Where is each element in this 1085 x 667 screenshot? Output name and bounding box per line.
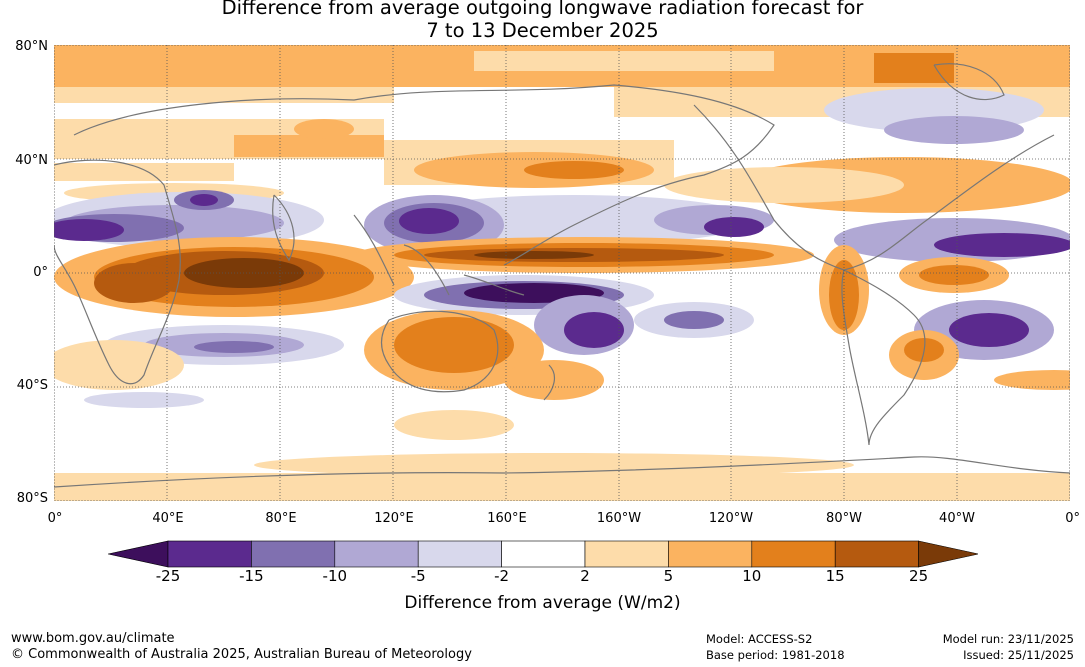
colorbar-segment bbox=[167, 540, 252, 568]
footer-model-run: Model run: 23/11/2025 bbox=[942, 632, 1074, 646]
colorbar-tick-label: 10 bbox=[742, 567, 762, 585]
lon-label-160e: 160°E bbox=[487, 511, 527, 526]
colorbar-extend-low bbox=[107, 540, 169, 568]
colorbar-tick-label: -10 bbox=[322, 567, 348, 585]
lon-label-120e: 120°E bbox=[374, 511, 414, 526]
colorbar-extend-high bbox=[918, 540, 979, 568]
footer-model: Model: ACCESS-S2 bbox=[706, 632, 813, 646]
map-title: Difference from average outgoing longwav… bbox=[0, 0, 1085, 42]
coast-africa bbox=[54, 159, 181, 385]
colorbar-segment bbox=[334, 540, 419, 568]
footer-website: www.bom.gov.au/climate bbox=[11, 631, 175, 646]
anomaly-north-tropics bbox=[54, 190, 1070, 262]
lon-label-160w: 160°W bbox=[596, 511, 642, 526]
lon-label-40w: 40°W bbox=[939, 511, 975, 526]
coast-greenland bbox=[933, 63, 1005, 101]
title-line-2: 7 to 13 December 2025 bbox=[426, 19, 659, 42]
lat-label-40n: 40°N bbox=[15, 153, 48, 168]
colorbar-tick-label: 5 bbox=[663, 567, 674, 585]
colorbar-tick-label: -15 bbox=[239, 567, 264, 585]
lon-label-80w: 80°W bbox=[826, 511, 862, 526]
anomaly-equatorial-positive bbox=[54, 237, 1009, 335]
colorbar-tick-label: 25 bbox=[909, 567, 929, 585]
coast-india bbox=[272, 194, 295, 262]
olr-anomaly-map bbox=[54, 45, 1070, 501]
coast-se-asia bbox=[353, 214, 525, 296]
title-line-1: Difference from average outgoing longwav… bbox=[221, 0, 864, 19]
colorbar-tick-label: -2 bbox=[494, 567, 510, 585]
lat-label-80n: 80°N bbox=[15, 39, 48, 54]
gridlines bbox=[54, 45, 1070, 501]
footer-base-period: Base period: 1981-2018 bbox=[706, 648, 845, 662]
lat-label-0: 0° bbox=[33, 265, 48, 280]
colorbar-segment bbox=[584, 540, 669, 568]
anomaly-arctic bbox=[54, 45, 1070, 144]
lon-label-120w: 120°W bbox=[708, 511, 754, 526]
coastlines bbox=[54, 63, 1070, 488]
colorbar-segment bbox=[668, 540, 753, 568]
coast-eurasia bbox=[73, 84, 775, 266]
map-canvas bbox=[54, 45, 1070, 501]
footer-copyright: © Commonwealth of Australia 2025, Austra… bbox=[11, 647, 472, 662]
anomaly-south bbox=[54, 340, 1070, 501]
lon-label-40e: 40°E bbox=[152, 511, 184, 526]
coast-south-america bbox=[841, 269, 926, 446]
lat-label-40s: 40°S bbox=[16, 378, 48, 393]
colorbar-segment bbox=[834, 540, 919, 568]
colorbar-segment bbox=[501, 540, 586, 568]
footer-issued: Issued: 25/11/2025 bbox=[963, 648, 1074, 662]
colorbar-tick-label: -25 bbox=[155, 567, 181, 585]
colorbar-segment bbox=[251, 540, 336, 568]
lon-label-80e: 80°E bbox=[265, 511, 297, 526]
anomaly-south-tropics bbox=[104, 275, 1054, 390]
coast-new-zealand bbox=[543, 364, 556, 401]
colorbar bbox=[107, 540, 979, 574]
colorbar-tick-label: 2 bbox=[580, 567, 590, 585]
colorbar-segment bbox=[417, 540, 502, 568]
colorbar-segment bbox=[751, 540, 836, 568]
colorbar-tick-label: -5 bbox=[410, 567, 426, 585]
colorbar-label: Difference from average (W/m2) bbox=[404, 593, 681, 613]
coast-australia bbox=[380, 310, 499, 393]
colorbar-svg bbox=[107, 540, 979, 568]
lon-label-0: 0° bbox=[47, 511, 63, 526]
lat-label-80s: 80°S bbox=[16, 491, 48, 506]
lon-label-0-end: 0° bbox=[1065, 511, 1080, 526]
colorbar-tick-label: 15 bbox=[825, 567, 845, 585]
coast-antarctica bbox=[54, 456, 1070, 488]
